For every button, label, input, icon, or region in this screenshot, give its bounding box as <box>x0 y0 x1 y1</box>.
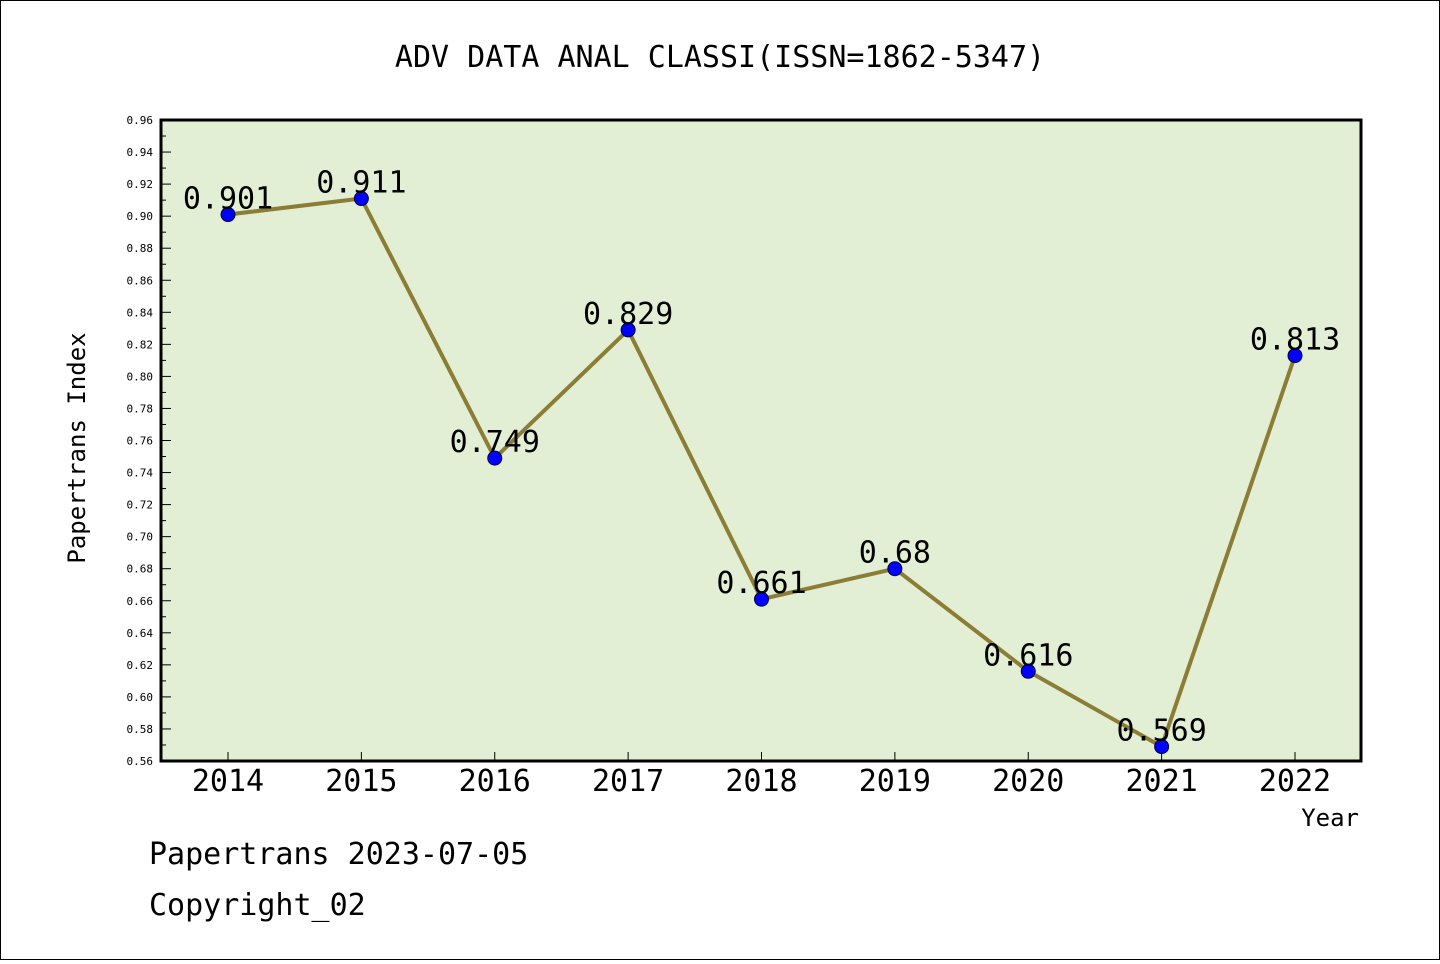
y-tick-label: 0.82 <box>127 338 154 351</box>
y-tick-label: 0.66 <box>127 595 154 608</box>
y-tick-label: 0.68 <box>127 563 154 576</box>
series-papertrans-index <box>220 191 1303 755</box>
y-tick-label: 0.70 <box>127 531 154 544</box>
x-axis-label: Year <box>1301 804 1359 832</box>
x-tick-label: 2020 <box>992 764 1064 799</box>
footer-copyright: Copyright_02 <box>149 888 366 923</box>
data-point <box>754 591 769 607</box>
data-point <box>353 191 369 207</box>
x-tick-label: 2017 <box>592 764 664 799</box>
data-label: 0.661 <box>716 566 806 601</box>
x-tick-label: 2018 <box>725 764 797 799</box>
data-label: 0.901 <box>183 182 273 217</box>
data-point <box>1020 663 1036 679</box>
data-label: 0.749 <box>450 425 540 460</box>
y-tick-label: 0.94 <box>127 146 154 159</box>
y-tick-label: 0.84 <box>127 306 154 319</box>
y-axis-label: Papertrans Index <box>63 332 91 563</box>
data-point <box>1287 348 1303 364</box>
data-labels: 0.901 0.911 0.749 0.829 0.661 0.68 0.616 0.569 0… <box>183 166 1340 749</box>
y-axis-ticks: 0.56 0.58 0.60 0.62 0.64 0.66 0.68 0.70 0.72 0.74… <box>127 114 171 768</box>
data-label: 0.616 <box>983 638 1073 673</box>
data-label: 0.829 <box>583 297 673 332</box>
x-tick-label: 2014 <box>192 764 264 799</box>
data-point <box>1154 739 1170 755</box>
data-point <box>220 207 236 223</box>
x-tick-label: 2021 <box>1126 764 1198 799</box>
y-tick-label: 0.74 <box>127 467 154 480</box>
y-tick-label: 0.64 <box>127 627 154 640</box>
y-tick-label: 0.92 <box>127 178 154 191</box>
data-point <box>620 322 636 338</box>
y-tick-label: 0.86 <box>127 274 154 287</box>
data-label: 0.569 <box>1116 714 1206 749</box>
y-tick-label: 0.56 <box>127 755 154 768</box>
x-tick-label: 2015 <box>325 764 397 799</box>
x-tick-label: 2019 <box>859 764 931 799</box>
chart-title: ADV DATA ANAL CLASSI(ISSN=1862-5347) <box>395 40 1045 75</box>
x-tick-label: 2022 <box>1259 764 1331 799</box>
data-label: 0.68 <box>859 536 931 571</box>
data-point <box>487 450 503 466</box>
x-axis-ticks: 2014 2015 2016 2017 2018 2019 2020 2021 2022 <box>192 752 1331 799</box>
y-tick-label: 0.80 <box>127 370 154 383</box>
y-tick-label: 0.76 <box>127 435 154 448</box>
y-tick-label: 0.96 <box>127 114 154 127</box>
data-point <box>887 561 903 577</box>
y-tick-label: 0.90 <box>127 210 154 223</box>
y-tick-label: 0.58 <box>127 723 154 736</box>
x-tick-label: 2016 <box>459 764 531 799</box>
footer-date-line: Papertrans 2023-07-05 <box>149 837 528 872</box>
y-tick-label: 0.60 <box>127 691 154 704</box>
y-tick-label: 0.72 <box>127 499 154 512</box>
data-label: 0.911 <box>316 166 406 201</box>
data-label: 0.813 <box>1250 323 1340 358</box>
y-tick-label: 0.78 <box>127 402 154 415</box>
y-tick-label: 0.88 <box>127 242 154 255</box>
y-tick-label: 0.62 <box>127 659 154 672</box>
plot-area <box>159 118 1363 763</box>
